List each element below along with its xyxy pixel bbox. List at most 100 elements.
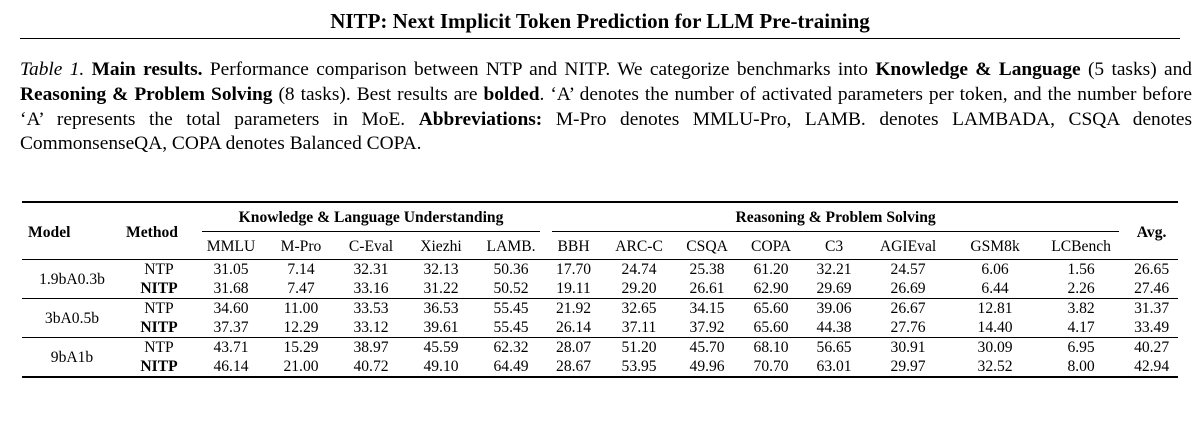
header-avg: Avg.	[1125, 201, 1179, 260]
value-cell: 31.05	[213, 261, 249, 278]
value-cell: 33.53	[353, 300, 389, 317]
value-cell: 39.06	[816, 300, 852, 317]
value-cell: 1.56	[1067, 261, 1095, 278]
value-cell: 31.68	[196, 279, 266, 299]
value-cell: 65.60	[753, 300, 789, 317]
table-row: 9bA1b NTP 43.71 15.29 38.97 45.59 62.32 …	[22, 337, 1178, 378]
value-cell: 32.21	[816, 261, 852, 278]
method-nitp: NITP	[122, 279, 196, 299]
method-nitp: NITP	[122, 318, 196, 338]
value-cell: 6.95	[1067, 339, 1095, 356]
value-cell: 45.70	[689, 339, 725, 356]
header-benchmark: COPA	[737, 233, 806, 260]
value-cell: 4.17	[1037, 318, 1126, 338]
caption-text: M-Pro denotes MMLU-Pro, LAMB. denotes LA…	[20, 108, 1192, 155]
value-cell: 51.20	[621, 339, 657, 356]
value-cell: 32.13	[423, 261, 459, 278]
value-cell: 34.60	[213, 300, 249, 317]
value-cell: 62.32	[493, 339, 529, 356]
value-cell: 14.40	[953, 318, 1038, 338]
avg-cell: 40.27	[1134, 339, 1170, 356]
value-cell: 33.12	[336, 318, 406, 338]
value-cell: 49.10	[406, 357, 476, 378]
table-row: NITP 37.37 12.29 33.12 39.61 55.45 26.14…	[22, 318, 1179, 338]
header-group-reasoning-label: Reasoning & Problem Solving	[552, 208, 1120, 232]
header-benchmark: BBH	[546, 233, 602, 260]
caption-reasoning: Reasoning & Problem Solving	[20, 83, 273, 105]
value-cell: 15.29	[283, 339, 319, 356]
header-benchmark: AGIEval	[863, 233, 954, 260]
header-model: Model	[22, 201, 122, 260]
header-benchmark: M-Pro	[266, 233, 336, 260]
method-ntp: NTP	[144, 339, 174, 356]
value-cell: 61.20	[753, 261, 789, 278]
value-cell: 30.91	[890, 339, 926, 356]
value-cell: 64.49	[476, 357, 547, 378]
caption-text: . ‘A’ denotes the number of activated pa…	[20, 83, 1192, 130]
value-cell: 37.92	[677, 318, 738, 338]
value-cell: 21.92	[556, 300, 592, 317]
model-name: 3bA0.5b	[22, 298, 122, 338]
value-cell: 43.71	[213, 339, 249, 356]
value-cell: 56.65	[816, 339, 852, 356]
value-cell: 33.16	[336, 279, 406, 299]
value-cell: 26.67	[890, 300, 926, 317]
header-group-knowledge: Knowledge & Language Understanding	[196, 201, 547, 233]
value-cell: 29.20	[601, 279, 678, 299]
value-cell: 17.70	[556, 261, 592, 278]
value-cell: 27.76	[863, 318, 954, 338]
value-cell: 31.22	[406, 279, 476, 299]
caption-table-number: Table 1.	[20, 59, 85, 80]
header-benchmark: C-Eval	[336, 233, 406, 260]
value-cell: 29.69	[805, 279, 864, 299]
model-name: 9bA1b	[22, 337, 122, 378]
method-nitp: NITP	[122, 357, 196, 378]
caption-bolded: bolded	[483, 83, 540, 105]
header-benchmark: Xiezhi	[406, 233, 476, 260]
value-cell: 44.38	[805, 318, 864, 338]
value-cell: 36.53	[423, 300, 459, 317]
value-cell: 3.82	[1067, 300, 1095, 317]
value-cell: 53.95	[601, 357, 678, 378]
value-cell: 12.29	[266, 318, 336, 338]
value-cell: 50.36	[493, 261, 529, 278]
header-rule	[20, 38, 1180, 39]
value-cell: 30.09	[977, 339, 1013, 356]
value-cell: 7.14	[287, 261, 315, 278]
value-cell: 65.60	[737, 318, 806, 338]
value-cell: 24.57	[890, 261, 926, 278]
value-cell: 32.52	[953, 357, 1038, 378]
avg-cell: 27.46	[1125, 279, 1179, 299]
value-cell: 11.00	[283, 300, 319, 317]
value-cell: 28.67	[546, 357, 602, 378]
value-cell: 29.97	[863, 357, 954, 378]
value-cell: 40.72	[336, 357, 406, 378]
value-cell: 25.38	[689, 261, 725, 278]
avg-cell: 42.94	[1125, 357, 1179, 378]
header-benchmark: C3	[805, 233, 864, 260]
value-cell: 37.11	[601, 318, 678, 338]
header-benchmark: ARC-C	[601, 233, 678, 260]
value-cell: 55.45	[476, 318, 547, 338]
value-cell: 12.81	[977, 300, 1013, 317]
caption-text: Performance comparison between NTP and N…	[202, 59, 876, 80]
value-cell: 68.10	[753, 339, 789, 356]
caption-knowledge-language: Knowledge & Language	[875, 59, 1081, 80]
caption-abbreviations: Abbreviations:	[418, 108, 543, 130]
header-group-reasoning: Reasoning & Problem Solving	[546, 201, 1126, 233]
value-cell: 26.61	[677, 279, 738, 299]
value-cell: 6.44	[953, 279, 1038, 299]
header-benchmark: CSQA	[677, 233, 738, 260]
table-row: 1.9bA0.3b NTP 31.05 7.14 32.31 32.13 50.…	[22, 259, 1178, 299]
value-cell: 26.69	[863, 279, 954, 299]
value-cell: 46.14	[196, 357, 266, 378]
value-cell: 50.52	[476, 279, 547, 299]
avg-cell: 33.49	[1125, 318, 1179, 338]
value-cell: 45.59	[423, 339, 459, 356]
value-cell: 37.37	[196, 318, 266, 338]
page-title: NITP: Next Implicit Token Prediction for…	[330, 9, 870, 33]
results-table: Model Method Knowledge & Language Unders…	[22, 201, 1179, 378]
value-cell: 32.65	[621, 300, 657, 317]
value-cell: 34.15	[689, 300, 725, 317]
value-cell: 38.97	[353, 339, 389, 356]
